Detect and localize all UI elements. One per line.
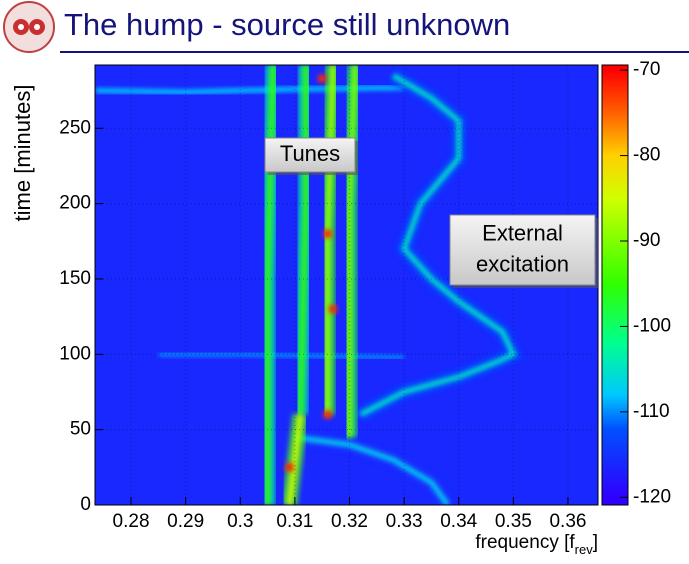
trace	[265, 65, 276, 505]
y-tick-label: 150	[59, 268, 91, 289]
overlay: 0 50 100 150 200 250 0.28 0.29 0.3 0.31 0.32 0.33 0.…	[59, 59, 671, 532]
colorbar-tick-label: -100	[633, 315, 671, 336]
x-tick-label: 0.3	[227, 511, 253, 532]
y-tick-label: 50	[70, 419, 91, 440]
x-label-part: ]	[593, 532, 598, 553]
hotspot	[318, 74, 327, 83]
y-tick-label: 200	[59, 193, 91, 214]
trace	[286, 414, 303, 505]
trace	[297, 65, 309, 415]
y-tick-label: 0	[80, 494, 91, 515]
y-tick-label: 250	[59, 117, 91, 138]
x-tick-label: 0.36	[549, 511, 586, 532]
annotation-text: Tunes	[280, 141, 340, 166]
annotation-text: excitation	[476, 251, 569, 276]
x-label-part: frequency [f	[475, 532, 575, 553]
x-tick-label: 0.33	[386, 511, 423, 532]
hotspot	[323, 229, 332, 238]
logo	[3, 1, 55, 53]
x-label-sub: rev	[575, 542, 594, 557]
colorbar-tick-label: -110	[633, 401, 670, 422]
colorbar-tick-label: -120	[633, 486, 671, 507]
y-tick-label: 100	[59, 343, 91, 364]
hotspot	[285, 463, 294, 472]
x-tick-label: 0.32	[331, 511, 368, 532]
colorbar-tick-label: -70	[633, 59, 660, 80]
trace	[294, 434, 450, 505]
x-tick-label: 0.28	[113, 511, 150, 532]
x-tick-label: 0.34	[440, 511, 477, 532]
colorbar-tick-label: -80	[633, 145, 660, 166]
hotspot	[323, 410, 332, 419]
y-axis-label: time [minutes]	[10, 85, 35, 222]
annotation-box	[264, 137, 356, 173]
x-tick-label: 0.31	[276, 511, 313, 532]
colorbar-tick-label: -90	[633, 230, 660, 251]
trace	[359, 73, 517, 417]
colorbar	[601, 64, 629, 506]
x-axis-label: frequency [frev]	[475, 532, 598, 557]
trace	[347, 65, 358, 438]
title: The hump - source still unknown	[64, 7, 510, 42]
x-tick-label: 0.35	[495, 511, 532, 532]
x-tick-label: 0.29	[167, 511, 204, 532]
annotation-box	[449, 214, 596, 286]
hotspot	[329, 305, 338, 314]
annotation-text: External	[482, 220, 563, 245]
